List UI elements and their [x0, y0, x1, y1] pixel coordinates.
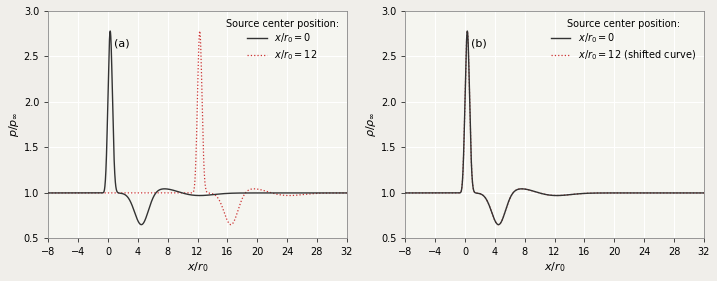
Legend: $x/r_0 = 0$, $x/r_0 = 12$ (shifted curve): $x/r_0 = 0$, $x/r_0 = 12$ (shifted curve… — [548, 16, 699, 65]
Y-axis label: $p/p_\infty$: $p/p_\infty$ — [7, 112, 21, 137]
Text: (a): (a) — [114, 38, 130, 48]
X-axis label: $x/r_0$: $x/r_0$ — [186, 260, 208, 274]
Y-axis label: $\rho/\rho_\infty$: $\rho/\rho_\infty$ — [364, 112, 378, 137]
X-axis label: $x/r_0$: $x/r_0$ — [543, 260, 566, 274]
Text: (b): (b) — [471, 38, 487, 48]
Legend: $x/r_0 = 0$, $x/r_0 = 12$: $x/r_0 = 0$, $x/r_0 = 12$ — [223, 16, 342, 65]
